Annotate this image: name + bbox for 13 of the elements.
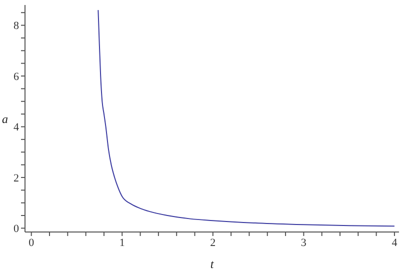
x-axis-title: t bbox=[210, 257, 214, 271]
x-tick-label: 0 bbox=[28, 236, 35, 249]
x-tick-label: 4 bbox=[392, 236, 398, 249]
x-tick-label: 1 bbox=[119, 236, 125, 249]
x-tick-label: 2 bbox=[210, 236, 216, 249]
line-series bbox=[98, 10, 395, 227]
y-tick-label: 2 bbox=[14, 172, 19, 184]
y-axis-title: a bbox=[2, 112, 8, 126]
x-tick-label: 3 bbox=[300, 236, 307, 249]
y-tick-label: 6 bbox=[14, 70, 20, 83]
y-tick-label: 4 bbox=[14, 122, 20, 134]
y-tick-label: 8 bbox=[14, 20, 20, 32]
y-tick-label: 0 bbox=[14, 223, 20, 236]
